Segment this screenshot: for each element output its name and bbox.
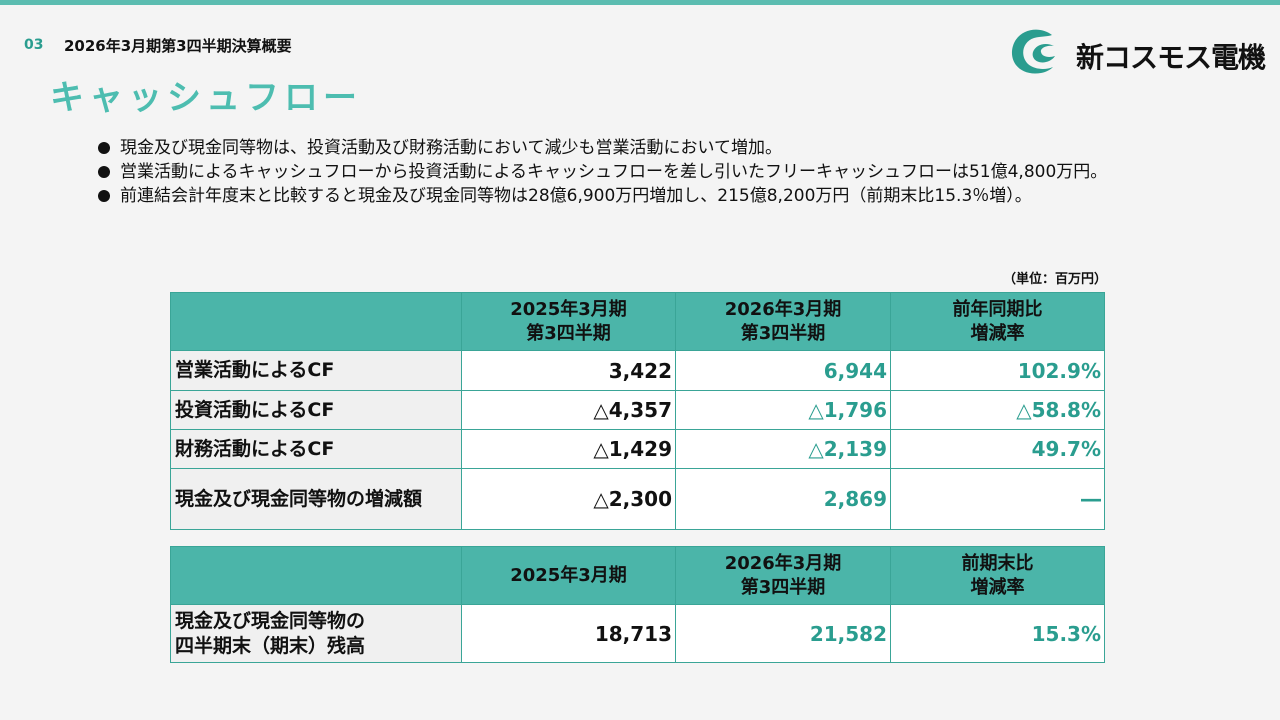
bullet-dot-icon bbox=[98, 166, 110, 178]
value-2025: 3,422 bbox=[461, 350, 676, 391]
value-rate: 102.9% bbox=[890, 350, 1105, 391]
bullet-dot-icon bbox=[98, 190, 110, 202]
value-2025: 18,713 bbox=[461, 604, 676, 663]
value-2026: △2,139 bbox=[675, 429, 891, 469]
table-row: 投資活動によるCF △4,357 △1,796 △58.8% bbox=[170, 390, 1105, 430]
bullet-item: 営業活動によるキャッシュフローから投資活動によるキャッシュフローを差し引いたフリ… bbox=[96, 160, 1156, 184]
bullet-item: 現金及び現金同等物は、投資活動及び財務活動において減少も営業活動において増加。 bbox=[96, 136, 1156, 160]
row-label: 現金及び現金同等物の 四半期末（期末）残高 bbox=[170, 604, 462, 663]
value-2025: △2,300 bbox=[461, 468, 676, 530]
bullet-text: 現金及び現金同等物は、投資活動及び財務活動において減少も営業活動において増加。 bbox=[120, 138, 782, 158]
value-2026: 21,582 bbox=[675, 604, 891, 663]
header-cell-2026: 2026年3月期 第3四半期 bbox=[675, 292, 891, 351]
value-rate: 49.7% bbox=[890, 429, 1105, 469]
header-cell-rate: 前期末比 増減率 bbox=[890, 546, 1105, 605]
table-header-row: 2025年3月期 2026年3月期 第3四半期 前期末比 増減率 bbox=[170, 546, 1105, 605]
cosmos-logo-icon bbox=[1011, 29, 1055, 74]
row-label: 財務活動によるCF bbox=[170, 429, 462, 469]
cash-flow-table: 2025年3月期 第3四半期 2026年3月期 第3四半期 前年同期比 増減率 … bbox=[170, 292, 1105, 530]
unit-note: （単位：百万円） bbox=[1003, 272, 1108, 287]
table-row: 営業活動によるCF 3,422 6,944 102.9% bbox=[170, 350, 1105, 391]
table-header-row: 2025年3月期 第3四半期 2026年3月期 第3四半期 前年同期比 増減率 bbox=[170, 292, 1105, 351]
value-2026: 2,869 bbox=[675, 468, 891, 530]
row-label: 現金及び現金同等物の増減額 bbox=[170, 468, 462, 530]
header-cell-2025: 2025年3月期 第3四半期 bbox=[461, 292, 676, 351]
header-cell-blank bbox=[170, 546, 462, 605]
value-rate: ― bbox=[890, 468, 1105, 530]
section-title: 2026年3月期第3四半期決算概要 bbox=[64, 37, 292, 55]
bullet-dot-icon bbox=[98, 142, 110, 154]
header-cell-rate: 前年同期比 増減率 bbox=[890, 292, 1105, 351]
value-2026: △1,796 bbox=[675, 390, 891, 430]
table-row: 現金及び現金同等物の 四半期末（期末）残高 18,713 21,582 15.3… bbox=[170, 604, 1105, 663]
row-label: 投資活動によるCF bbox=[170, 390, 462, 430]
value-rate: △58.8% bbox=[890, 390, 1105, 430]
cash-balance-table: 2025年3月期 2026年3月期 第3四半期 前期末比 増減率 現金及び現金同… bbox=[170, 546, 1105, 663]
page-number: 03 bbox=[24, 37, 44, 53]
header-cell-2026: 2026年3月期 第3四半期 bbox=[675, 546, 891, 605]
table-row: 財務活動によるCF △1,429 △2,139 49.7% bbox=[170, 429, 1105, 469]
company-logo: 新コスモス電機 bbox=[1008, 26, 1266, 78]
bullet-text: 営業活動によるキャッシュフローから投資活動によるキャッシュフローを差し引いたフリ… bbox=[120, 162, 1108, 182]
value-2025: △4,357 bbox=[461, 390, 676, 430]
row-label: 営業活動によるCF bbox=[170, 350, 462, 391]
summary-bullets: 現金及び現金同等物は、投資活動及び財務活動において減少も営業活動において増加。 … bbox=[96, 136, 1156, 208]
company-name: 新コスモス電機 bbox=[1076, 41, 1266, 74]
value-rate: 15.3% bbox=[890, 604, 1105, 663]
bullet-text: 前連結会計年度末と比較すると現金及び現金同等物は28億6,900万円増加し、21… bbox=[120, 186, 1032, 206]
header-cell-blank bbox=[170, 292, 462, 351]
value-2025: △1,429 bbox=[461, 429, 676, 469]
page-title: キャッシュフロー bbox=[50, 78, 362, 118]
bullet-item: 前連結会計年度末と比較すると現金及び現金同等物は28億6,900万円増加し、21… bbox=[96, 184, 1156, 208]
top-accent-bar bbox=[0, 0, 1280, 5]
table-row: 現金及び現金同等物の増減額 △2,300 2,869 ― bbox=[170, 468, 1105, 530]
header-cell-2025: 2025年3月期 bbox=[461, 546, 676, 605]
value-2026: 6,944 bbox=[675, 350, 891, 391]
